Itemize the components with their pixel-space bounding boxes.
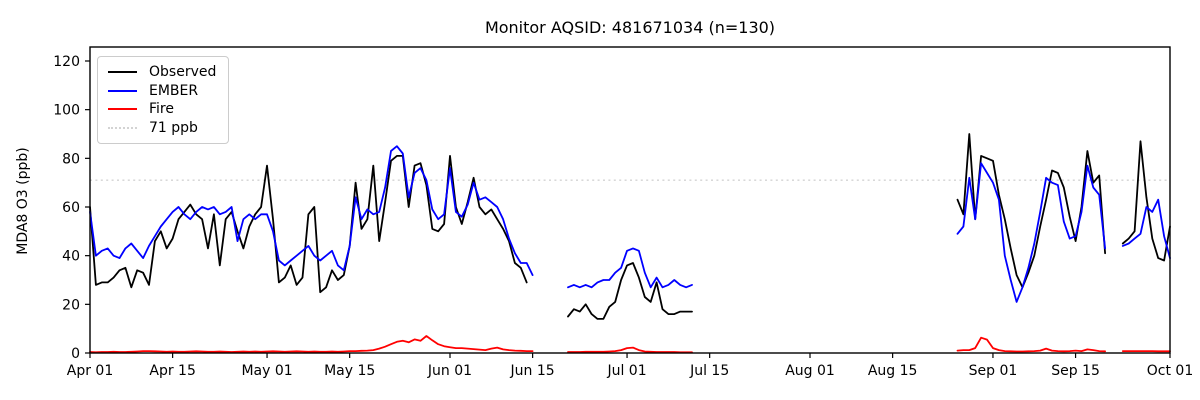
series-segment: [956, 133, 1106, 289]
plot-border: [89, 46, 1171, 354]
series-segment: [956, 336, 1106, 353]
legend-item-ember: EMBER: [108, 82, 216, 101]
x-tick-label: Jul 01: [606, 363, 646, 379]
y-tick-label: 60: [62, 200, 80, 216]
legend-item-observed: Observed: [108, 63, 216, 82]
observed-line-swatch: [108, 71, 137, 74]
ember-line-swatch: [108, 89, 137, 92]
x-tick-label: Oct 01: [1147, 363, 1193, 379]
series-segment: [567, 247, 693, 289]
x-tick-label: Sep 01: [969, 363, 1018, 379]
y-axis-label: MDA8 O3 (ppb): [15, 147, 31, 255]
x-tick-label: Aug 15: [868, 363, 918, 379]
x-tick-label: Sep 15: [1051, 363, 1100, 379]
series-segment: [89, 145, 534, 277]
series-segment: [567, 346, 693, 354]
y-tick-label: 80: [62, 151, 80, 167]
x-tick-label: Jul 15: [689, 363, 729, 379]
series-segment: [1121, 198, 1171, 260]
series-fire-line: [89, 335, 1171, 354]
legend-item-fire: Fire: [108, 100, 216, 119]
legend-item-threshold: 71 ppb: [108, 119, 216, 138]
x-tick-label: May 01: [241, 363, 292, 379]
series-segment: [89, 335, 534, 354]
series-observed-line: [89, 133, 1171, 320]
chart-title: Monitor AQSID: 481671034 (n=130): [484, 18, 776, 37]
series-segment: [956, 162, 1106, 303]
x-tick-label: Aug 01: [785, 363, 835, 379]
x-tick-label: Jun 01: [427, 363, 472, 379]
threshold-line-swatch: [108, 126, 137, 129]
series-segment: [89, 154, 528, 294]
x-tick-label: Apr 01: [67, 363, 113, 379]
x-axis: Apr 01 Apr 15 May 01 May 15 Jun 01 Jun 15 Jul …: [67, 353, 1193, 379]
y-tick-label: 20: [62, 297, 80, 313]
legend: Observed EMBER Fire 71 ppb: [97, 56, 230, 144]
x-tick-label: Apr 15: [149, 363, 195, 379]
y-axis: 0 20 40 60 80 100 120: [53, 54, 90, 362]
y-tick-label: 0: [71, 346, 80, 362]
y-tick-label: 120: [53, 54, 80, 70]
y-tick-label: 40: [62, 249, 80, 265]
y-tick-label: 100: [53, 103, 80, 119]
series-segment: [1121, 140, 1171, 262]
x-tick-label: Jun 15: [510, 363, 555, 379]
x-tick-label: May 15: [324, 363, 375, 379]
series-ember-line: [89, 145, 1171, 303]
fire-line-swatch: [108, 108, 137, 111]
series-segment: [567, 262, 693, 320]
